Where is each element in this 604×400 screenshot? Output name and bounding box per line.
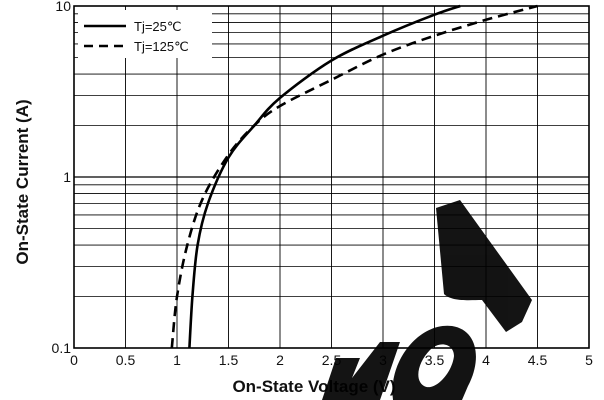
series-layer [170, 4, 538, 349]
y-axis-title: On-State Current (A) [13, 99, 32, 264]
legend-label-125c: Tj=125℃ [134, 39, 189, 54]
legend-label-25c: Tj=25℃ [134, 19, 181, 34]
x-tick-label: 4.5 [528, 352, 548, 368]
x-tick-label: 4 [482, 352, 490, 368]
x-tick-label: 0.5 [116, 352, 136, 368]
y-tick-label: 0.1 [52, 340, 72, 356]
x-tick-label: 2 [276, 352, 284, 368]
y-tick-label: 10 [55, 0, 71, 14]
grid [74, 6, 589, 348]
series-line-1 [170, 4, 538, 349]
legend: Tj=25℃ Tj=125℃ [78, 10, 212, 58]
x-tick-label: 0 [70, 352, 78, 368]
watermark [322, 200, 532, 400]
y-tick-label: 1 [63, 169, 71, 185]
plot-frame [73, 5, 590, 349]
x-tick-label: 3.5 [425, 352, 445, 368]
legend-box [78, 10, 212, 58]
x-tick-label: 1.5 [219, 352, 239, 368]
x-tick-label: 1 [173, 352, 181, 368]
x-tick-label: 5 [585, 352, 593, 368]
